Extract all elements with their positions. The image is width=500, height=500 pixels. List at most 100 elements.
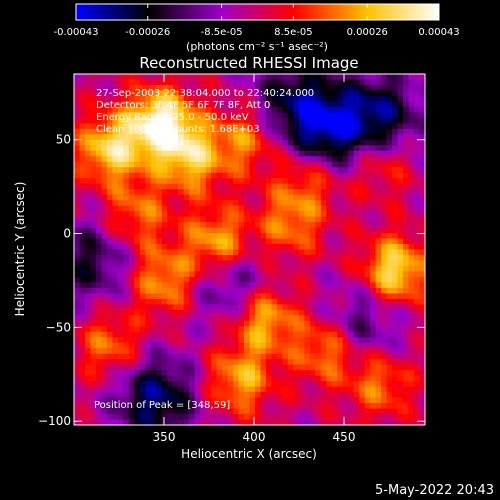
heatmap-cell xyxy=(222,139,229,146)
heatmap-cell xyxy=(304,419,311,426)
heatmap-cell xyxy=(403,304,410,311)
heatmap-cell xyxy=(139,183,146,190)
heatmap-cell xyxy=(117,211,124,218)
heatmap-cell xyxy=(205,233,212,240)
heatmap-cell xyxy=(150,315,157,322)
heatmap-cell xyxy=(381,287,388,294)
heatmap-cell xyxy=(381,167,388,174)
heatmap-cell xyxy=(227,320,234,327)
heatmap-cell xyxy=(222,156,229,163)
heatmap-cell xyxy=(348,403,355,410)
heatmap-cell xyxy=(128,112,135,119)
heatmap-cell xyxy=(408,112,415,119)
heatmap-cell xyxy=(106,233,113,240)
heatmap-cell xyxy=(189,282,196,289)
heatmap-cell xyxy=(205,112,212,119)
heatmap-cell xyxy=(298,293,305,300)
heatmap-cell xyxy=(244,254,250,261)
heatmap-cell xyxy=(348,200,355,207)
heatmap-cell xyxy=(123,282,130,289)
heatmap-cell xyxy=(167,112,174,119)
heatmap-cell xyxy=(95,381,102,388)
heatmap-cell xyxy=(386,249,393,256)
heatmap-cell xyxy=(359,238,366,245)
heatmap-cell xyxy=(156,79,163,86)
heatmap-cell xyxy=(200,112,207,119)
heatmap-cell xyxy=(123,381,130,388)
heatmap-cell xyxy=(276,337,283,344)
heatmap-cell xyxy=(419,364,426,371)
heatmap-cell xyxy=(112,134,119,141)
heatmap-cell xyxy=(326,359,333,366)
heatmap-cell xyxy=(172,370,179,377)
heatmap-cell xyxy=(370,134,377,141)
heatmap-cell xyxy=(348,211,355,218)
heatmap-cell xyxy=(128,326,135,333)
heatmap-cell xyxy=(161,84,168,91)
heatmap-cell xyxy=(112,194,119,201)
heatmap-cell xyxy=(249,337,256,344)
heatmap-cell xyxy=(238,260,245,267)
heatmap-cell xyxy=(238,364,245,371)
heatmap-cell xyxy=(364,194,371,201)
heatmap-cell xyxy=(375,293,382,300)
heatmap-cell xyxy=(359,254,366,261)
heatmap-cell xyxy=(150,331,157,338)
heatmap-cell xyxy=(90,238,97,245)
heatmap-cell xyxy=(90,271,97,278)
heatmap-cell xyxy=(161,408,168,415)
heatmap-cell xyxy=(84,244,91,250)
heatmap-cell xyxy=(260,331,267,338)
heatmap-cell xyxy=(244,298,250,305)
heatmap-cell xyxy=(178,287,185,294)
heatmap-cell xyxy=(419,74,426,80)
heatmap-cell xyxy=(194,106,201,113)
heatmap-cell xyxy=(139,265,146,272)
heatmap-cell xyxy=(397,238,404,245)
heatmap-cell xyxy=(408,364,415,371)
heatmap-cell xyxy=(249,123,256,130)
heatmap-cell xyxy=(216,304,223,311)
heatmap-cell xyxy=(84,200,91,207)
heatmap-cell xyxy=(150,222,157,229)
heatmap-cell xyxy=(304,282,311,289)
heatmap-cell xyxy=(134,112,141,119)
heatmap-cell xyxy=(254,167,261,174)
heatmap-cell xyxy=(178,90,185,97)
heatmap-cell xyxy=(95,320,102,327)
heatmap-cell xyxy=(244,84,250,91)
heatmap-cell xyxy=(145,233,152,240)
heatmap-cell xyxy=(101,205,108,212)
heatmap-cell xyxy=(315,95,322,102)
heatmap-cell xyxy=(282,370,289,377)
heatmap-cell xyxy=(183,101,190,108)
heatmap-cell xyxy=(233,364,240,371)
heatmap-cell xyxy=(254,139,261,146)
heatmap-cell xyxy=(161,128,168,135)
heatmap-cell xyxy=(375,381,382,388)
heatmap-cell xyxy=(381,414,388,421)
heatmap-cell xyxy=(123,156,130,163)
heatmap-cell xyxy=(205,320,212,327)
heatmap-cell xyxy=(276,101,283,108)
heatmap-cell xyxy=(74,326,80,333)
heatmap-cell xyxy=(244,260,250,267)
heatmap-cell xyxy=(178,84,185,91)
heatmap-cell xyxy=(123,183,130,190)
heatmap-cell xyxy=(331,117,338,124)
heatmap-cell xyxy=(331,419,338,426)
heatmap-cell xyxy=(309,249,316,256)
heatmap-cell xyxy=(84,101,91,108)
heatmap-cell xyxy=(271,79,278,86)
heatmap-cell xyxy=(172,183,179,190)
heatmap-cell xyxy=(244,101,250,108)
heatmap-cell xyxy=(178,392,185,399)
heatmap-cell xyxy=(375,134,382,141)
heatmap-cell xyxy=(331,106,338,113)
heatmap-cell xyxy=(249,161,256,168)
heatmap-cell xyxy=(315,112,322,119)
heatmap-cell xyxy=(331,315,338,322)
heatmap-cell xyxy=(90,216,97,223)
heatmap-cell xyxy=(178,178,185,185)
heatmap-cell xyxy=(238,331,245,338)
